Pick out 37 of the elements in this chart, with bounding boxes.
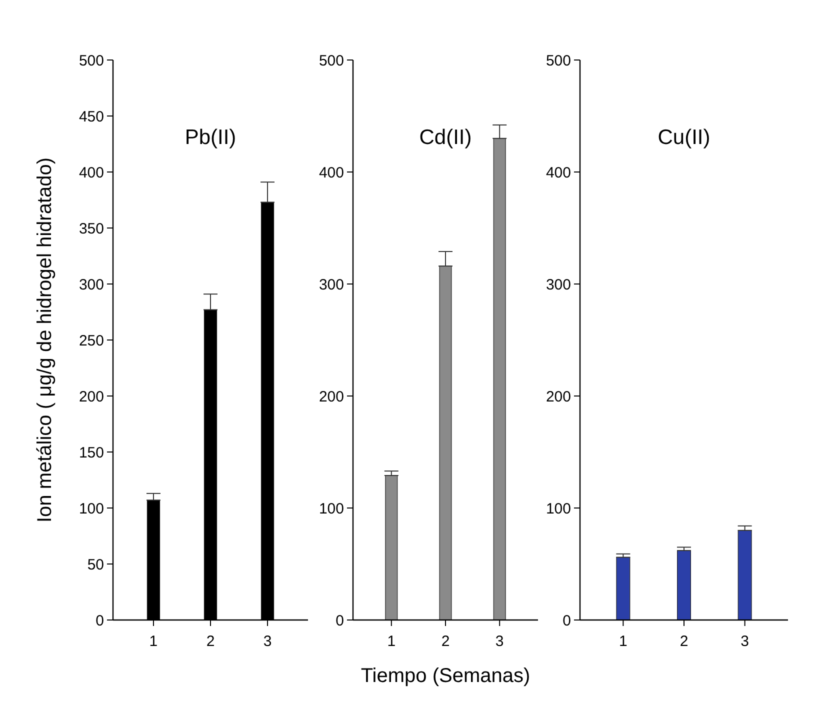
- y-tick-label: 300: [78, 276, 104, 294]
- x-tick-label: 1: [149, 633, 158, 650]
- y-axis-title: Ion metálico ( μg/g de hidrogel hidratado): [34, 157, 56, 523]
- y-tick-label: 0: [562, 612, 571, 630]
- x-axis-title: Tiempo (Semanas): [360, 665, 530, 687]
- y-tick-label: 200: [318, 388, 344, 406]
- y-tick-label: 200: [78, 388, 104, 406]
- x-tick-label: 1: [387, 633, 396, 650]
- x-tick-label: 3: [740, 633, 749, 650]
- x-tick-label: 1: [619, 633, 628, 650]
- y-tick-label: 100: [78, 500, 104, 518]
- y-tick-label: 400: [78, 164, 104, 182]
- y-tick-label: 250: [78, 332, 104, 350]
- y-tick-label: 500: [546, 52, 571, 70]
- x-tick-label: 2: [206, 633, 215, 650]
- y-tick-label: 300: [546, 276, 571, 294]
- y-tick-label: 100: [546, 500, 571, 518]
- x-tick-label: 2: [680, 633, 688, 650]
- text: Pb(II): [184, 126, 236, 149]
- y-tick-label: 150: [78, 444, 104, 462]
- text: Cd(II): [419, 126, 472, 149]
- y-tick-label: 200: [546, 388, 571, 406]
- y-tick-label: 0: [96, 612, 104, 630]
- y-tick-label: 300: [318, 276, 344, 294]
- y-tick-label: 400: [546, 164, 571, 182]
- y-tick-label: 350: [78, 220, 104, 238]
- text: Cu(II): [658, 126, 710, 149]
- y-tick-label: 50: [87, 556, 104, 574]
- y-tick-label: 450: [78, 108, 104, 126]
- y-tick-label: 500: [78, 52, 104, 70]
- x-tick-label: 3: [263, 633, 272, 650]
- y-tick-label: 500: [318, 52, 344, 70]
- x-tick-label: 3: [495, 633, 504, 650]
- y-tick-label: 100: [318, 500, 344, 518]
- y-tick-label: 400: [318, 164, 344, 182]
- y-tick-label: 0: [336, 612, 344, 630]
- x-tick-label: 2: [441, 633, 450, 650]
